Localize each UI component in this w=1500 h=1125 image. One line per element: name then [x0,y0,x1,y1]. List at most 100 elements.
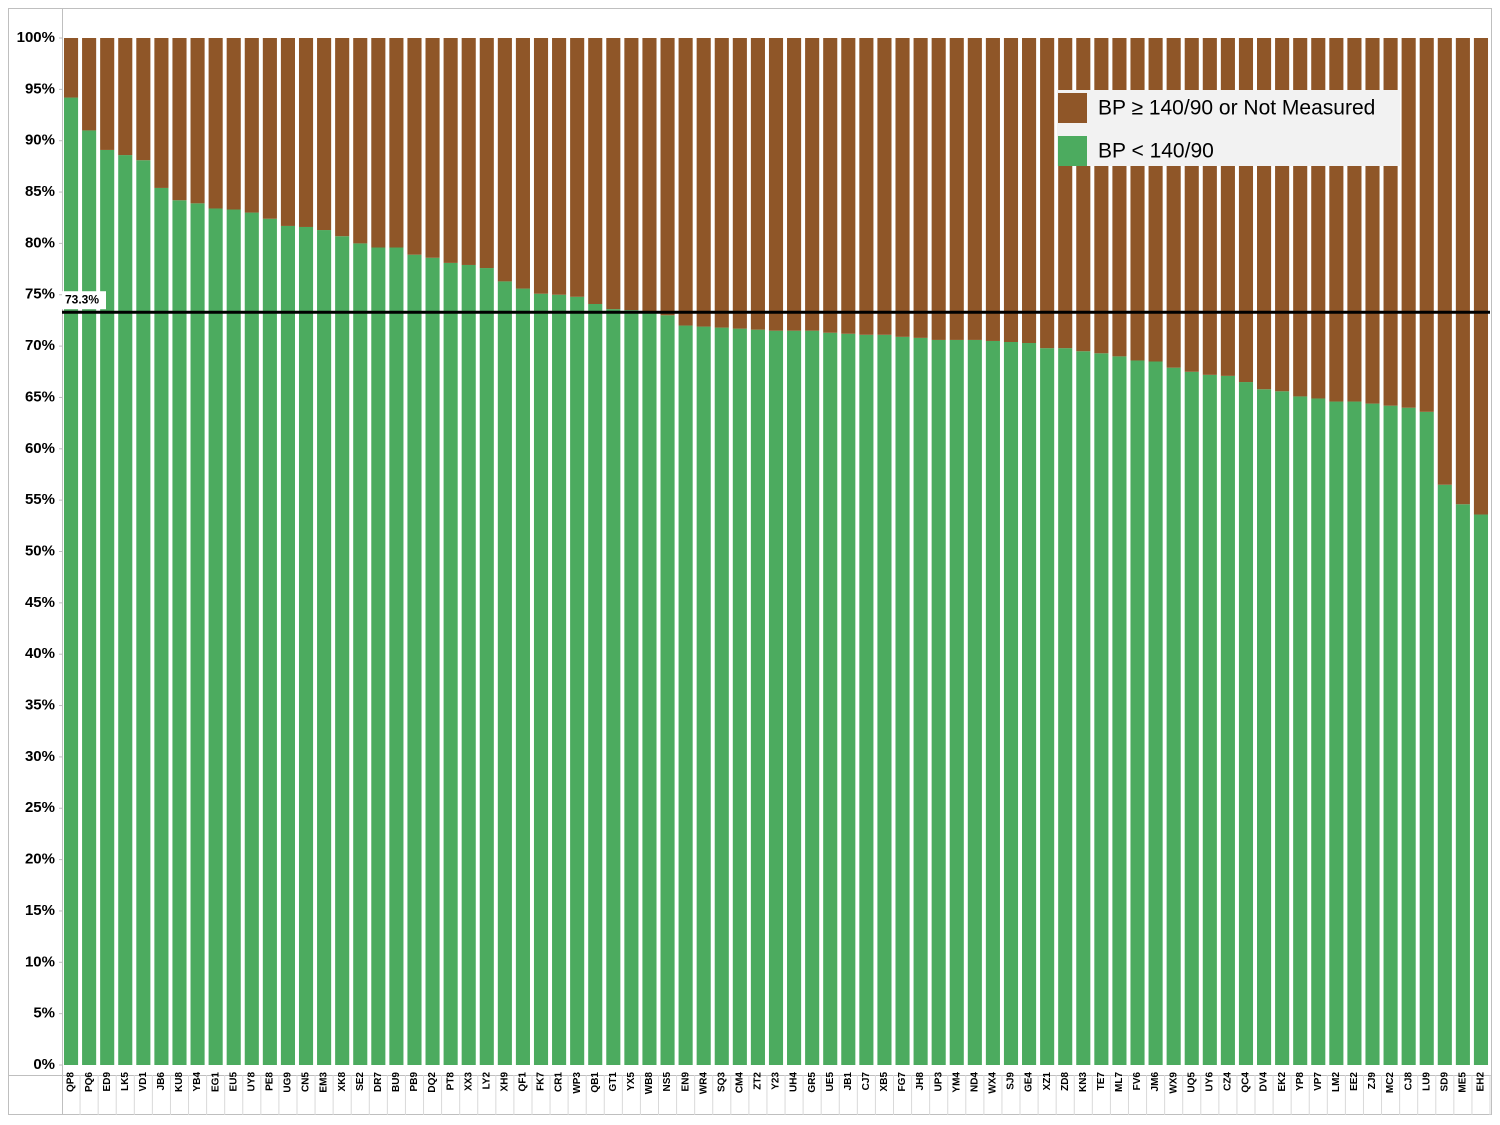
x-tick-label: SD9 [1439,1072,1450,1092]
reference-label: 73.3% [65,292,99,306]
x-tick-label: YM4 [951,1072,962,1093]
bar-segment [262,218,277,1065]
x-tick-label: GR5 [807,1072,818,1093]
bar-segment [967,339,982,1065]
x-tick-label: PB9 [409,1072,420,1092]
x-tick-group: CN5 [301,1072,312,1092]
x-tick-group: FV6 [1132,1072,1143,1091]
x-tick-group: LU9 [1421,1072,1432,1091]
x-tick-label: CJ7 [861,1072,872,1091]
x-tick-label: UH4 [789,1072,800,1092]
bar-segment [1148,361,1163,1065]
x-tick-group: YB4 [192,1072,203,1092]
y-tick-label: 80% [25,234,55,251]
bar-segment [208,208,223,1065]
bar-segment [859,334,874,1066]
x-tick-label: XH9 [500,1072,511,1092]
x-tick-group: SE2 [355,1072,366,1091]
bar-segment [877,334,892,1066]
x-tick-label: WX9 [1168,1072,1179,1094]
bar-segment [949,339,964,1065]
y-tick-label: 70% [25,337,55,354]
bar-segment [497,281,512,1065]
bar-segment [335,38,350,237]
x-tick-group: GR5 [807,1072,818,1093]
bar-segment [100,149,115,1065]
x-tick-label: NS5 [662,1072,673,1092]
bar-segment [823,38,838,333]
bar-segment [985,38,1000,341]
x-tick-label: SQ3 [716,1072,727,1092]
x-tick-group: CJ7 [861,1072,872,1091]
x-tick-group: UY8 [246,1072,257,1092]
x-tick-group: EU5 [228,1072,239,1092]
chart-border [8,8,1492,1115]
bar-segment [895,336,910,1065]
x-tick-group: YM4 [951,1072,962,1093]
bar-segment [82,130,97,1065]
bar-segment [931,38,946,340]
bar-segment [479,38,494,269]
bar-segment [317,38,332,231]
bar-segment [1076,351,1091,1065]
x-tick-label: XK8 [337,1072,348,1092]
x-tick-label: ED9 [102,1072,113,1092]
x-tick-label: YX5 [626,1072,637,1091]
x-tick-label: EN9 [680,1072,691,1092]
x-tick-group: SJ9 [1006,1072,1017,1090]
y-tick-label: 85% [25,183,55,200]
bar-segment [154,187,169,1065]
bar-segment [1058,38,1073,349]
bar-segment [1130,360,1145,1065]
bar-segment [298,226,314,1065]
x-tick-label: CJ8 [1403,1072,1414,1091]
bar-segment [244,212,259,1066]
x-tick-label: PT8 [445,1072,456,1091]
x-tick-label: ME5 [1458,1072,1469,1093]
x-tick-group: PQ6 [84,1072,95,1092]
bar-segment [298,38,314,227]
x-tick-group: XX3 [463,1072,474,1091]
bar-segment [588,38,603,304]
bar-segment [1094,353,1109,1065]
x-tick-group: LK5 [120,1072,131,1091]
bar-segment [877,38,892,335]
x-tick-group: EK2 [1277,1072,1288,1092]
x-tick-label: JB1 [843,1072,854,1091]
bar-segment [63,97,79,1066]
bar-segment [1040,348,1055,1065]
x-tick-group: XB5 [879,1072,890,1092]
x-tick-group: NS5 [662,1072,673,1092]
x-tick-group: WP3 [572,1072,583,1094]
bar-segment [1220,38,1235,376]
bar-segment [1347,401,1362,1066]
bar-segment [841,333,856,1065]
bar-segment [1202,38,1217,375]
x-tick-group: KU8 [174,1072,185,1092]
bar-segment [63,38,79,98]
bar-segment [371,247,386,1065]
x-tick-group: UE5 [825,1072,836,1092]
x-tick-label: FK7 [536,1072,547,1091]
bar-segment [1166,367,1181,1065]
bar-segment [660,315,675,1065]
legend-label: BP < 140/90 [1098,140,1214,163]
bar-segment [732,38,747,329]
x-tick-group: CZ4 [1223,1072,1234,1091]
bar-segment [497,38,512,282]
x-tick-label: UE5 [825,1072,836,1092]
x-tick-group: LY2 [481,1072,492,1090]
bar-segment [1112,356,1127,1065]
x-tick-label: WB8 [644,1072,655,1095]
x-tick-group: YP8 [1295,1072,1306,1091]
bar-segment [1311,398,1326,1065]
x-tick-label: UY6 [1204,1072,1215,1092]
legend-label: BP ≥ 140/90 or Not Measured [1098,97,1375,120]
x-tick-group: GT1 [608,1072,619,1092]
x-tick-label: JH8 [915,1072,926,1091]
x-tick-label: LY2 [481,1072,492,1090]
y-tick-label: 90% [25,132,55,149]
bar-segment [985,340,1000,1066]
x-tick-group: CJ8 [1403,1072,1414,1091]
bar-segment [841,38,856,334]
